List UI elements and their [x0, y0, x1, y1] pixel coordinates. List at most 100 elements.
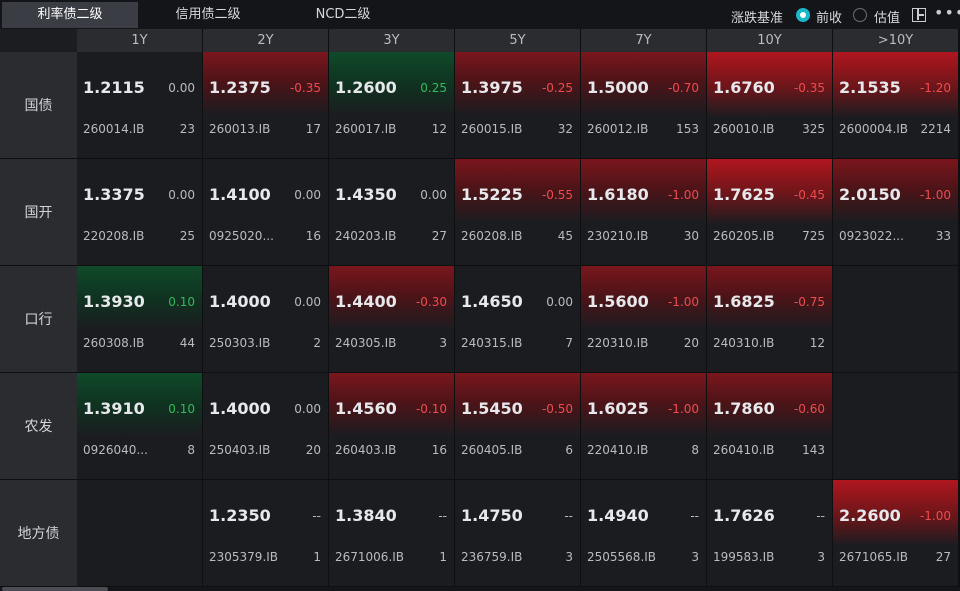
quote-cell[interactable]: 1.4650 0.00 240315.IB 7 — [455, 266, 581, 373]
change-value: 0.00 — [168, 81, 195, 95]
basis-valuation-label[interactable]: 估值 — [874, 11, 901, 26]
bond-code: 2671065.IB — [839, 550, 909, 564]
change-value: -1.20 — [919, 81, 951, 95]
quote-cell[interactable]: 1.6180 -1.00 230210.IB 30 — [581, 159, 707, 266]
quote-cell[interactable]: 1.6025 -1.00 220410.IB 8 — [581, 373, 707, 480]
quote-cell[interactable]: 1.5000 -0.70 260012.IB 153 — [581, 52, 707, 159]
layout-icon[interactable] — [912, 8, 926, 22]
trade-count: 20 — [305, 443, 321, 457]
quote-cell[interactable]: 1.3840 -- 2671006.IB 1 — [329, 480, 455, 587]
quote-cell[interactable]: 1.5225 -0.55 260208.IB 45 — [455, 159, 581, 266]
change-value: -0.30 — [415, 295, 447, 309]
trade-count: 153 — [676, 122, 699, 136]
column-header: 7Y — [581, 29, 707, 52]
yield-matrix: 1Y 2Y 3Y 5Y 7Y 10Y >10Y 国债 1.2115 0.00 260014.IB 23… — [0, 29, 960, 587]
tab-rate-bonds[interactable]: 利率债二级 — [2, 2, 138, 28]
yield-value: 1.4940 — [587, 506, 649, 525]
quote-cell[interactable]: 1.4400 -0.30 240305.IB 3 — [329, 266, 455, 373]
tab-credit-bonds[interactable]: 信用债二级 — [175, 7, 241, 22]
basis-valuation-radio[interactable] — [853, 8, 867, 22]
quote-cell[interactable]: 1.6825 -0.75 240310.IB 12 — [707, 266, 833, 373]
quote-cell[interactable]: 1.7860 -0.60 260410.IB 143 — [707, 373, 833, 480]
quote-cell[interactable]: 1.3930 0.10 260308.IB 44 — [77, 266, 203, 373]
quote-cell[interactable]: 1.5600 -1.00 220310.IB 20 — [581, 266, 707, 373]
trade-count: 30 — [683, 229, 699, 243]
quote-cell[interactable]: 1.2600 0.25 260017.IB 12 — [329, 52, 455, 159]
quote-cell[interactable]: 1.5450 -0.50 260405.IB 6 — [455, 373, 581, 480]
quote-cell[interactable]: 1.3910 0.10 0926040... 8 — [77, 373, 203, 480]
change-value: -- — [438, 509, 447, 523]
quote-cell[interactable]: 2.2600 -1.00 2671065.IB 27 — [833, 480, 959, 587]
quote-cell[interactable]: 1.2375 -0.35 260013.IB 17 — [203, 52, 329, 159]
basis-prev-close-label[interactable]: 前收 — [816, 11, 843, 26]
quote-cell[interactable]: 1.4000 0.00 250403.IB 20 — [203, 373, 329, 480]
yield-value: 1.3375 — [83, 185, 145, 204]
yield-value: 1.5000 — [587, 78, 649, 97]
basis-prev-close-radio[interactable] — [796, 8, 810, 22]
quote-cell[interactable]: 2.0150 -1.00 0923022... 33 — [833, 159, 959, 266]
yield-value: 1.4000 — [209, 399, 271, 418]
yield-value: 1.2600 — [335, 78, 397, 97]
bond-code: 220208.IB — [83, 229, 145, 243]
change-value: 0.00 — [168, 188, 195, 202]
quote-cell[interactable]: 1.6760 -0.35 260010.IB 325 — [707, 52, 833, 159]
change-value: -1.00 — [667, 402, 699, 416]
trade-count: 3 — [439, 336, 447, 350]
trade-count: 12 — [809, 336, 825, 350]
bond-code: 260308.IB — [83, 336, 145, 350]
change-value: -0.55 — [541, 188, 573, 202]
yield-value: 1.5450 — [461, 399, 523, 418]
tab-ncd[interactable]: NCD二级 — [315, 7, 371, 22]
quote-cell[interactable]: 1.3975 -0.25 260015.IB 32 — [455, 52, 581, 159]
trade-count: 16 — [431, 443, 447, 457]
trade-count: 17 — [305, 122, 321, 136]
bond-code: 260012.IB — [587, 122, 649, 136]
change-value: -0.50 — [541, 402, 573, 416]
trade-count: 45 — [557, 229, 573, 243]
quote-cell[interactable]: 1.3375 0.00 220208.IB 25 — [77, 159, 203, 266]
column-header: 5Y — [455, 29, 581, 52]
change-value: -0.25 — [541, 81, 573, 95]
bond-code: 260015.IB — [461, 122, 523, 136]
quote-cell[interactable]: 1.4000 0.00 250303.IB 2 — [203, 266, 329, 373]
top-bar: 利率债二级 信用债二级 NCD二级 涨跌基准 前收 估值 ••• — [0, 0, 960, 29]
bond-code: 260405.IB — [461, 443, 523, 457]
quote-cell[interactable]: 1.4560 -0.10 260403.IB 16 — [329, 373, 455, 480]
yield-value: 1.7860 — [713, 399, 775, 418]
change-value: -0.60 — [793, 402, 825, 416]
trade-count: 3 — [817, 550, 825, 564]
quote-cell[interactable]: 1.4350 0.00 240203.IB 27 — [329, 159, 455, 266]
more-icon[interactable]: ••• — [934, 3, 960, 22]
quote-cell[interactable]: 2.1535 -1.20 2600004.IB 2214 — [833, 52, 959, 159]
trade-count: 27 — [431, 229, 447, 243]
bond-code: 240305.IB — [335, 336, 397, 350]
change-value: -0.10 — [415, 402, 447, 416]
horizontal-scrollbar[interactable] — [0, 587, 960, 591]
quote-cell[interactable]: 1.4100 0.00 0925020... 16 — [203, 159, 329, 266]
quote-cell[interactable]: 1.7626 -- 199583.IB 3 — [707, 480, 833, 587]
trade-count: 25 — [179, 229, 195, 243]
grid-corner — [0, 29, 77, 52]
yield-value: 1.3910 — [83, 399, 145, 418]
quote-cell[interactable]: 1.4940 -- 2505568.IB 3 — [581, 480, 707, 587]
yield-value: 1.7625 — [713, 185, 775, 204]
column-header: 10Y — [707, 29, 833, 52]
column-header: 2Y — [203, 29, 329, 52]
change-value: 0.00 — [294, 402, 321, 416]
quote-cell[interactable]: 1.4750 -- 236759.IB 3 — [455, 480, 581, 587]
change-value: -0.45 — [793, 188, 825, 202]
scrollbar-thumb[interactable] — [2, 587, 108, 591]
trade-count: 33 — [935, 229, 951, 243]
quote-cell[interactable]: 1.7625 -0.45 260205.IB 725 — [707, 159, 833, 266]
change-value: 0.10 — [168, 295, 195, 309]
row-label: 国债 — [0, 52, 77, 159]
quote-cell[interactable]: 1.2350 -- 2305379.IB 1 — [203, 480, 329, 587]
bond-code: 0923022... — [839, 229, 904, 243]
yield-value: 2.0150 — [839, 185, 901, 204]
quote-cell[interactable]: 1.2115 0.00 260014.IB 23 — [77, 52, 203, 159]
empty-cell — [833, 266, 959, 373]
bond-code: 240203.IB — [335, 229, 397, 243]
yield-value: 1.3930 — [83, 292, 145, 311]
change-value: -1.00 — [667, 295, 699, 309]
trade-count: 325 — [802, 122, 825, 136]
